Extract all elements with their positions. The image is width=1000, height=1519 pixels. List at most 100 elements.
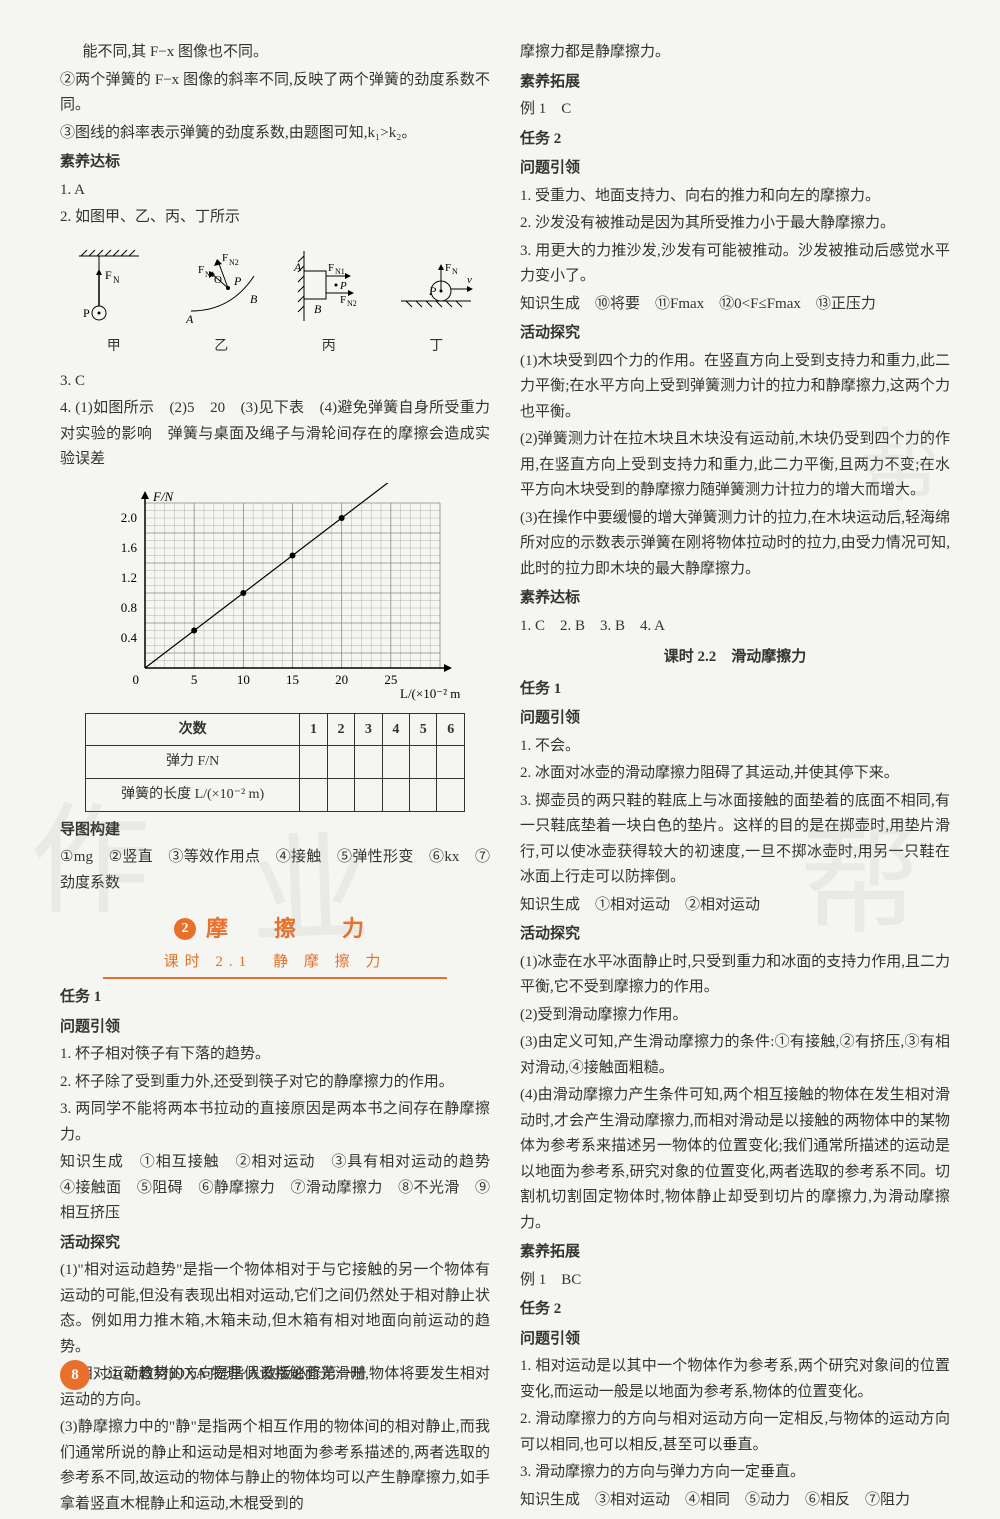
svg-text:A: A bbox=[185, 312, 194, 326]
text: (3)由定义可知,产生滑动摩擦力的条件:①有接触,②有挤压,③有相对滑动,④接触… bbox=[520, 1030, 950, 1081]
svg-text:F: F bbox=[198, 264, 204, 276]
diagram-label: 丙 bbox=[322, 335, 336, 359]
q1: 1. A bbox=[60, 178, 490, 204]
text: 3. 用更大的力推沙发,沙发有可能被推动。沙发被推动后感觉水平力变小了。 bbox=[520, 239, 950, 290]
svg-text:N: N bbox=[452, 267, 458, 276]
text: (1)"相对运动趋势"是指一个物体相对于与它接触的另一个物体有运动的可能,但没有… bbox=[60, 1258, 490, 1360]
svg-text:F/N: F/N bbox=[152, 489, 175, 504]
th: 次数 bbox=[86, 713, 300, 746]
svg-text:N: N bbox=[113, 275, 120, 285]
banner-subtitle: 课时 2.1 静 摩 擦 力 bbox=[103, 950, 447, 980]
wtyl: 问题引领 bbox=[60, 1015, 490, 1041]
svg-text:0.8: 0.8 bbox=[121, 600, 137, 615]
th: 5 bbox=[410, 713, 437, 746]
text: (4)由滑动摩擦力产生条件可知,两个相互接触的物体在发生相对滑动时,才会产生滑动… bbox=[520, 1083, 950, 1236]
text: 3. 两同学不能将两本书拉动的直接原因是两本书之间存在静摩擦力。 bbox=[60, 1097, 490, 1148]
sytz: 素养拓展 bbox=[520, 70, 950, 96]
zssc: 知识生成 ③相对运动 ④相同 ⑤动力 ⑥相反 ⑦阻力 bbox=[520, 1488, 950, 1514]
th: 1 bbox=[300, 713, 327, 746]
page-footer: 8 21(新教材)DXA·物理·人教版必修第一册 bbox=[60, 1360, 366, 1390]
svg-text:P: P bbox=[339, 280, 347, 292]
q3: 3. C bbox=[60, 369, 490, 395]
heading-daotu: 导图构建 bbox=[60, 818, 490, 844]
text: 1. 相对运动是以其中一个物体作为参考系,两个研究对象间的位置变化,而运动一般是… bbox=[520, 1354, 950, 1405]
text: 2. 滑动摩擦力的方向与相对运动方向一定相反,与物体的运动方向可以相同,也可以相… bbox=[520, 1407, 950, 1458]
svg-text:L/(×10⁻² m): L/(×10⁻² m) bbox=[400, 686, 460, 701]
diagram-jia: FN P 甲 bbox=[69, 241, 159, 359]
sub22: 课时 2.2 滑动摩擦力 bbox=[520, 645, 950, 671]
zssc: 知识生成 ⑩将要 ⑪Fmax ⑫0<F≤Fmax ⑬正压力 bbox=[520, 292, 950, 318]
banner-num: 2 bbox=[174, 918, 196, 940]
svg-text:15: 15 bbox=[286, 672, 299, 687]
svg-text:F: F bbox=[340, 294, 346, 306]
svg-text:2.0: 2.0 bbox=[121, 510, 137, 525]
task2: 任务 2 bbox=[520, 127, 950, 153]
text: (3)在操作中要缓慢的增大弹簧测力计的拉力,在木块运动后,轻海绵所对应的示数表示… bbox=[520, 506, 950, 583]
diagram-bing: A B FN1 P FN2 丙 bbox=[284, 241, 374, 359]
text: (1)木块受到四个力的作用。在竖直方向上受到支持力和重力,此二力平衡;在水平方向… bbox=[520, 349, 950, 426]
svg-text:F: F bbox=[222, 252, 228, 264]
row-label: 弹簧的长度 L/(×10⁻² m) bbox=[86, 779, 300, 812]
diagram-ding: P FN v 丁 bbox=[391, 241, 481, 359]
svg-text:0.4: 0.4 bbox=[121, 630, 138, 645]
svg-text:N2: N2 bbox=[229, 258, 239, 267]
text: 1. 受重力、地面支持力、向右的推力和向左的摩擦力。 bbox=[520, 184, 950, 210]
diagram-yi: FN2 FN1 P O A B 乙 bbox=[176, 241, 266, 359]
ex1b: 例 1 BC bbox=[520, 1268, 950, 1294]
hdtj: 活动探究 bbox=[520, 321, 950, 347]
text: ③图线的斜率表示弹簧的劲度系数,由题图可知,k₁>k₂。 bbox=[60, 121, 490, 147]
wtyl: 问题引领 bbox=[520, 156, 950, 182]
task2b: 任务 2 bbox=[520, 1297, 950, 1323]
text: 2. 沙发没有被推动是因为其所受推力小于最大静摩擦力。 bbox=[520, 211, 950, 237]
page-number: 8 bbox=[60, 1360, 90, 1390]
diagram-label: 乙 bbox=[214, 335, 228, 359]
svg-text:B: B bbox=[314, 302, 322, 316]
th: 3 bbox=[355, 713, 382, 746]
svg-text:N1: N1 bbox=[335, 267, 345, 276]
daotu-items: ①mg ②竖直 ③等效作用点 ④接触 ⑤弹性形变 ⑥kx ⑦劲度系数 bbox=[60, 845, 490, 896]
svg-text:B: B bbox=[250, 292, 258, 306]
svg-text:P: P bbox=[83, 306, 90, 320]
th: 6 bbox=[437, 713, 465, 746]
svg-text:P: P bbox=[233, 274, 242, 288]
text: 1. 杯子相对筷子有下落的趋势。 bbox=[60, 1042, 490, 1068]
diagram-label: 丁 bbox=[429, 335, 443, 359]
svg-text:20: 20 bbox=[335, 672, 348, 687]
text: (2)弹簧测力计在拉木块且木块没有运动前,木块仍受到四个力的作用,在竖直方向上受… bbox=[520, 427, 950, 504]
answers: 1. C 2. B 3. B 4. A bbox=[520, 614, 950, 640]
svg-text:25: 25 bbox=[384, 672, 397, 687]
sydb: 素养达标 bbox=[520, 586, 950, 612]
th: 4 bbox=[382, 713, 409, 746]
chart: 5101520250.40.81.21.62.00F/NL/(×10⁻² m) bbox=[90, 483, 460, 703]
hdtj: 活动探究 bbox=[60, 1231, 490, 1257]
zssc: 知识生成 ①相对运动 ②相对运动 bbox=[520, 893, 950, 919]
zssc: 知识生成 ①相互接触 ②相对运动 ③具有相对运动的趋势 ④接触面 ⑤阻碍 ⑥静摩… bbox=[60, 1150, 490, 1227]
q4: 4. (1)如图所示 (2)5 20 (3)见下表 (4)避免弹簧自身所受重力对… bbox=[60, 396, 490, 473]
text: 3. 滑动摩擦力的方向与弹力方向一定垂直。 bbox=[520, 1460, 950, 1486]
text: 能不同,其 F−x 图像也不同。 bbox=[60, 40, 490, 66]
svg-text:P: P bbox=[428, 284, 437, 298]
svg-text:v: v bbox=[467, 274, 472, 286]
sytz: 素养拓展 bbox=[520, 1240, 950, 1266]
svg-text:5: 5 bbox=[191, 672, 198, 687]
wtyl: 问题引领 bbox=[520, 1327, 950, 1353]
text: (1)冰壶在水平冰面静止时,只受到重力和冰面的支持力作用,且二力平衡,它不受到摩… bbox=[520, 950, 950, 1001]
svg-text:A: A bbox=[293, 260, 302, 274]
text: ②两个弹簧的 F−x 图像的斜率不同,反映了两个弹簧的劲度系数不同。 bbox=[60, 68, 490, 119]
left-column: 能不同,其 F−x 图像也不同。 ②两个弹簧的 F−x 图像的斜率不同,反映了两… bbox=[60, 40, 490, 1519]
right-column: 摩擦力都是静摩擦力。 素养拓展 例 1 C 任务 2 问题引领 1. 受重力、地… bbox=[520, 40, 950, 1519]
svg-text:1.6: 1.6 bbox=[121, 540, 138, 555]
th: 2 bbox=[327, 713, 354, 746]
task1: 任务 1 bbox=[60, 985, 490, 1011]
svg-text:N2: N2 bbox=[347, 299, 357, 308]
text: 1. 不会。 bbox=[520, 734, 950, 760]
svg-text:1.2: 1.2 bbox=[121, 570, 137, 585]
diagram-label: 甲 bbox=[107, 335, 121, 359]
diagram-row: FN P 甲 FN2 FN1 P bbox=[60, 239, 490, 359]
section-banner: 2 摩 擦 力 课时 2.1 静 摩 擦 力 bbox=[60, 910, 490, 979]
data-table: 次数 1 2 3 4 5 6 弹力 F/N 弹簧的长度 L/(×10⁻² m) bbox=[85, 713, 465, 812]
svg-text:F: F bbox=[105, 268, 112, 282]
text: (2)受到滑动摩擦力作用。 bbox=[520, 1003, 950, 1029]
q2: 2. 如图甲、乙、丙、丁所示 bbox=[60, 205, 490, 231]
row-label: 弹力 F/N bbox=[86, 746, 300, 779]
